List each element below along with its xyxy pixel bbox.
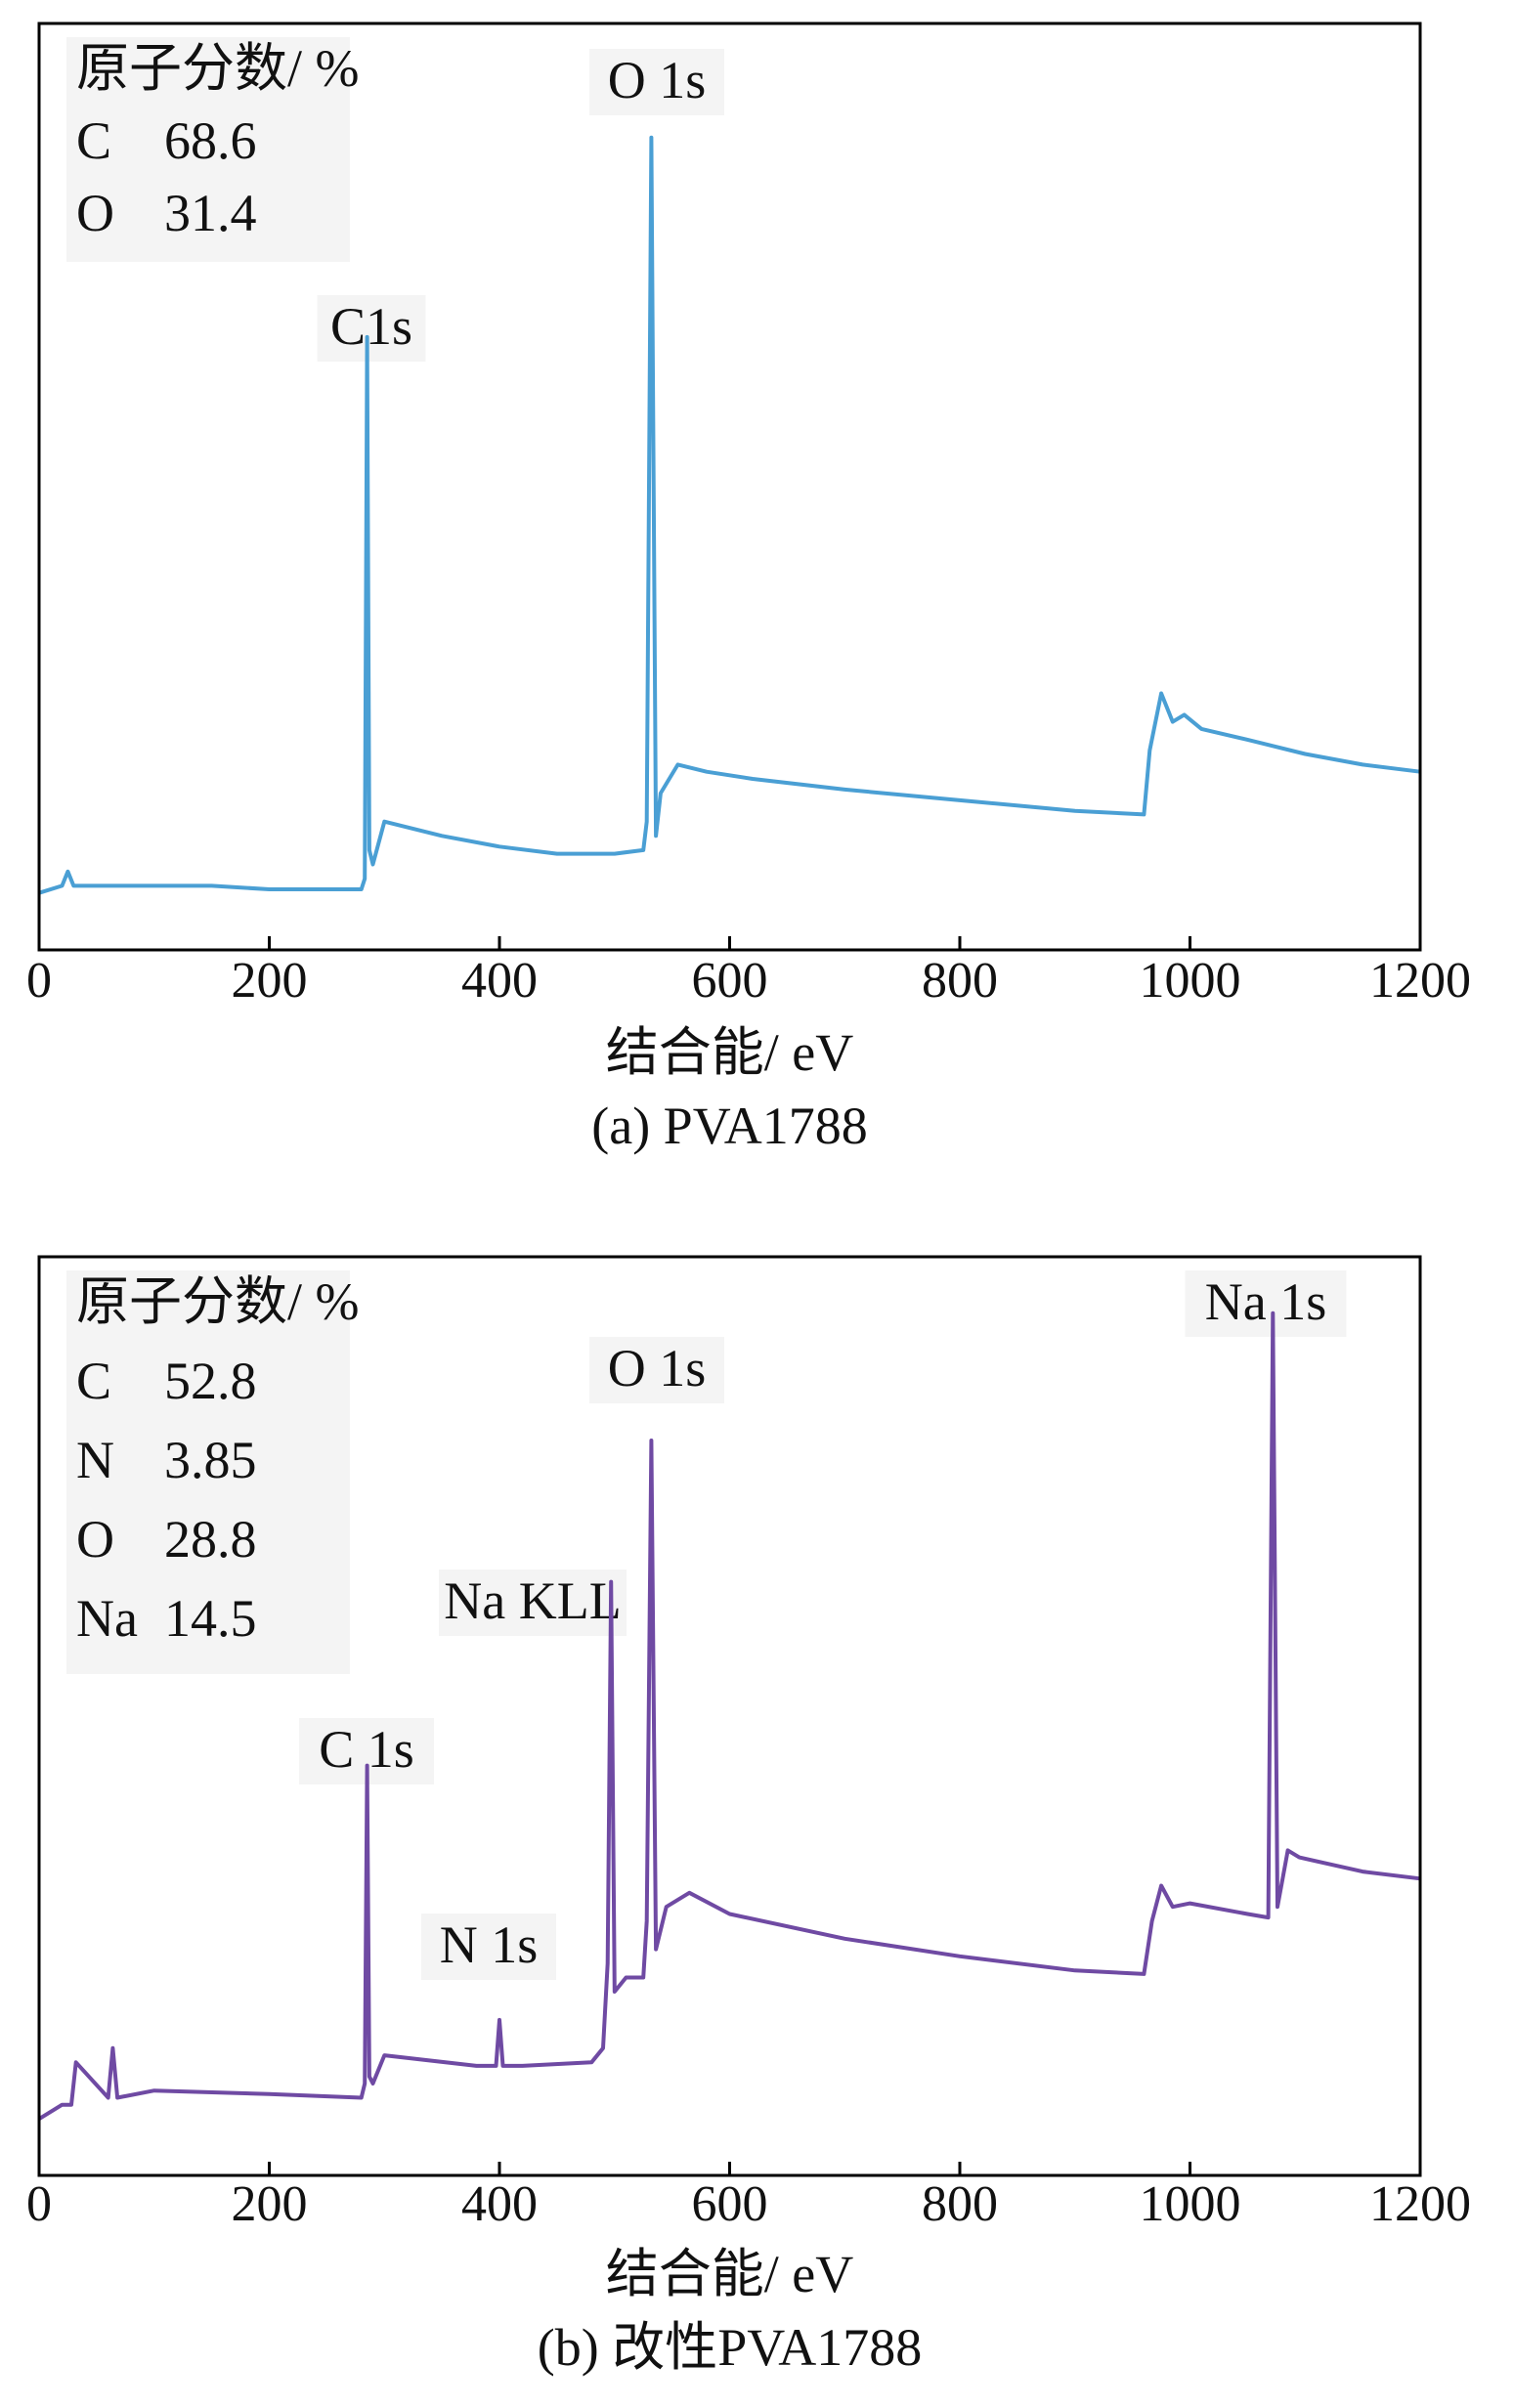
composition-box-bg [66, 37, 350, 262]
peak-label-bg [317, 295, 426, 362]
panel-a-pva1788: 原子分数/ % C 68.6 O 31.4 C1s O 1s 0 200 400 600 800 100… [26, 22, 1471, 1155]
x-tick-label: 0 [26, 2176, 52, 2232]
composition-value: 31.4 [164, 184, 257, 242]
composition-value: 28.8 [164, 1510, 257, 1569]
x-tick-label: 1000 [1140, 2176, 1241, 2232]
x-tick-label: 0 [26, 953, 52, 1009]
x-axis-label: 结合能/ eV [606, 1023, 853, 1082]
peak-label: C1s [330, 297, 412, 356]
peak-label: N 1s [440, 1915, 539, 1974]
composition-value: 3.85 [164, 1431, 257, 1489]
x-tick-label: 200 [232, 2176, 308, 2232]
x-tick-label: 600 [692, 2176, 768, 2232]
composition-element: O [76, 184, 114, 242]
x-tick-label: 600 [692, 953, 768, 1009]
composition-element: N [76, 1431, 114, 1489]
x-tick-label: 200 [232, 953, 308, 1009]
peak-label: O 1s [608, 51, 707, 109]
x-tick-label: 1000 [1140, 953, 1241, 1009]
spectrum-line [38, 135, 1421, 895]
peak-label-bg [1185, 1270, 1347, 1337]
peak-label-bg [589, 49, 724, 115]
composition-value: 14.5 [164, 1589, 257, 1648]
composition-element: C [76, 1352, 111, 1410]
composition-title: 原子分数/ % [76, 1272, 360, 1331]
composition-value: 68.6 [164, 111, 257, 170]
peak-label-bg [589, 1337, 724, 1403]
composition-box-bg [66, 1270, 350, 1674]
panel-caption: (b) 改性PVA1788 [538, 2318, 923, 2377]
x-tick-label: 400 [461, 953, 538, 1009]
panel-caption: (a) PVA1788 [591, 1096, 868, 1155]
composition-title: 原子分数/ % [76, 39, 360, 98]
peak-label-bg [421, 1914, 556, 1980]
x-tick-label: 800 [922, 2176, 998, 2232]
peak-label: O 1s [608, 1339, 707, 1398]
peak-label: Na KLL [444, 1571, 621, 1630]
x-tick-label: 800 [922, 953, 998, 1009]
x-axis-label: 结合能/ eV [606, 2245, 853, 2303]
composition-element: O [76, 1510, 114, 1569]
composition-value: 52.8 [164, 1352, 257, 1410]
peak-label: Na 1s [1205, 1272, 1326, 1331]
composition-element: Na [76, 1589, 138, 1648]
spectrum-line [37, 1311, 1421, 2121]
x-tick-label: 1200 [1369, 2176, 1471, 2232]
x-tick-label: 1200 [1369, 953, 1471, 1009]
peak-label-bg [439, 1570, 627, 1636]
x-tick-label: 400 [461, 2176, 538, 2232]
composition-element: C [76, 111, 111, 170]
